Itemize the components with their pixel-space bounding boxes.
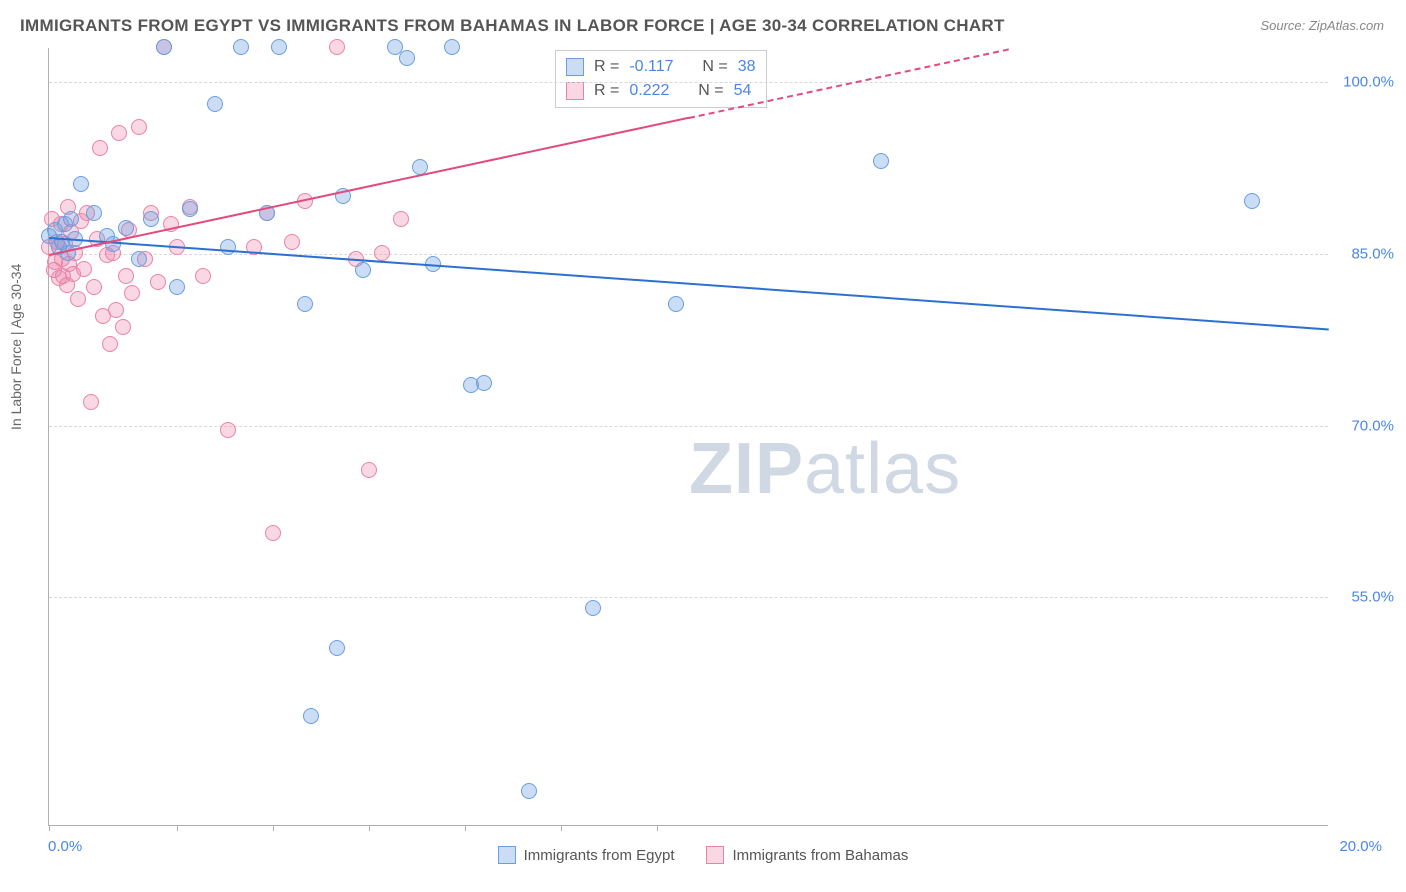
gridline [49, 426, 1328, 427]
scatter-point [374, 245, 390, 261]
scatter-point [92, 140, 108, 156]
scatter-point [169, 279, 185, 295]
stat-r-label: R = [594, 55, 619, 79]
scatter-point [111, 125, 127, 141]
scatter-point [195, 268, 211, 284]
stat-swatch-bahamas [566, 82, 584, 100]
scatter-point [393, 211, 409, 227]
legend-swatch-bahamas [706, 846, 724, 864]
scatter-point [118, 220, 134, 236]
scatter-point [118, 268, 134, 284]
x-tick [49, 825, 50, 831]
regression-line-solid [49, 117, 689, 256]
scatter-point [585, 600, 601, 616]
scatter-point [233, 39, 249, 55]
scatter-point [873, 153, 889, 169]
scatter-point [399, 50, 415, 66]
scatter-point [355, 262, 371, 278]
x-tick [657, 825, 658, 831]
scatter-point [220, 422, 236, 438]
y-tick-label: 70.0% [1351, 417, 1394, 434]
scatter-point [108, 302, 124, 318]
scatter-point [70, 291, 86, 307]
scatter-point [444, 39, 460, 55]
y-tick-label: 100.0% [1343, 74, 1394, 91]
scatter-point [668, 296, 684, 312]
stat-row-series1: R = -0.117 N = 38 [566, 55, 756, 79]
gridline [49, 82, 1328, 83]
legend-item-bahamas: Immigrants from Bahamas [706, 846, 908, 864]
scatter-point [265, 525, 281, 541]
y-tick-label: 85.0% [1351, 245, 1394, 262]
scatter-point [73, 176, 89, 192]
scatter-point [361, 462, 377, 478]
scatter-point [86, 205, 102, 221]
plot-area: ZIPatlas R = -0.117 N = 38 R = 0.222 N =… [48, 48, 1328, 826]
scatter-point [86, 279, 102, 295]
stat-r-value-egypt: -0.117 [629, 55, 673, 79]
stat-n-value-egypt: 38 [738, 55, 756, 79]
scatter-point [303, 708, 319, 724]
x-tick [369, 825, 370, 831]
scatter-point [102, 336, 118, 352]
scatter-point [150, 274, 166, 290]
gridline [49, 597, 1328, 598]
watermark-atlas: atlas [804, 429, 961, 509]
scatter-point [143, 211, 159, 227]
correlation-stat-box: R = -0.117 N = 38 R = 0.222 N = 54 [555, 50, 767, 108]
x-tick [561, 825, 562, 831]
scatter-point [63, 211, 79, 227]
legend-swatch-egypt [498, 846, 516, 864]
scatter-point [76, 261, 92, 277]
chart-title: IMMIGRANTS FROM EGYPT VS IMMIGRANTS FROM… [20, 16, 1005, 36]
scatter-point [284, 234, 300, 250]
watermark: ZIPatlas [689, 428, 961, 510]
legend-label-egypt: Immigrants from Egypt [524, 847, 675, 864]
scatter-point [83, 394, 99, 410]
scatter-point [115, 319, 131, 335]
stat-swatch-egypt [566, 58, 584, 76]
scatter-point [1244, 193, 1260, 209]
stat-n-label: N = [702, 55, 727, 79]
gridline [49, 254, 1328, 255]
scatter-point [131, 251, 147, 267]
scatter-point [329, 640, 345, 656]
y-tick-label: 55.0% [1351, 589, 1394, 606]
scatter-point [124, 285, 140, 301]
scatter-point [220, 239, 236, 255]
x-tick [273, 825, 274, 831]
scatter-point [156, 39, 172, 55]
scatter-point [271, 39, 287, 55]
scatter-point [182, 201, 198, 217]
source-label: Source: ZipAtlas.com [1260, 18, 1384, 33]
scatter-point [131, 119, 147, 135]
scatter-point [207, 96, 223, 112]
scatter-point [329, 39, 345, 55]
legend-label-bahamas: Immigrants from Bahamas [732, 847, 908, 864]
x-tick [465, 825, 466, 831]
y-axis-label: In Labor Force | Age 30-34 [8, 264, 24, 430]
regression-line [49, 237, 1329, 331]
bottom-legend: Immigrants from Egypt Immigrants from Ba… [0, 846, 1406, 864]
legend-item-egypt: Immigrants from Egypt [498, 846, 675, 864]
x-tick [177, 825, 178, 831]
scatter-point [476, 375, 492, 391]
watermark-zip: ZIP [689, 429, 804, 509]
scatter-point [521, 783, 537, 799]
scatter-point [297, 296, 313, 312]
